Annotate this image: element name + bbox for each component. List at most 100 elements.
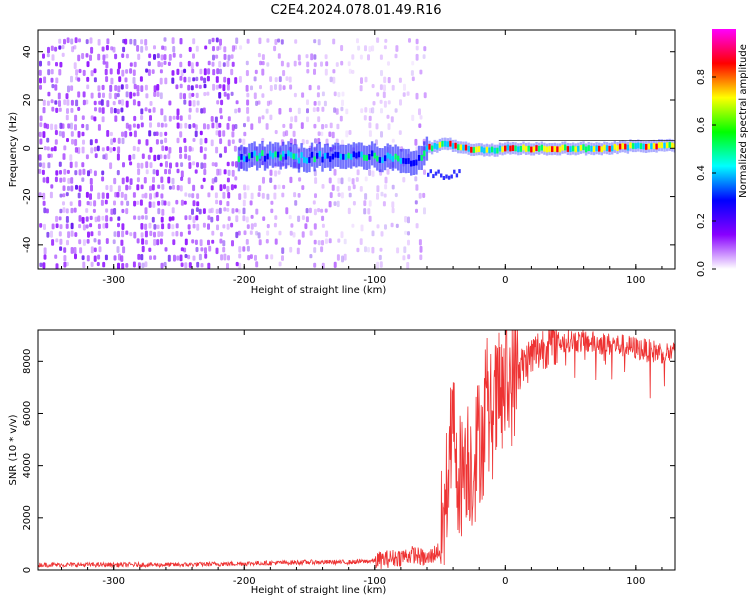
spectrogram-cell — [102, 60, 106, 65]
spectrogram-cell — [313, 39, 317, 44]
spectrogram-cell — [321, 124, 325, 130]
spectrogram-cell — [383, 100, 387, 108]
ridge-core — [417, 155, 421, 161]
spectrogram-cell — [156, 84, 160, 91]
spectrogram-cell — [195, 45, 199, 52]
snr-y-axis-label: SNR (10 * v/v) — [8, 414, 19, 485]
spectrogram-cell — [324, 238, 328, 244]
x-tick-label: 0 — [502, 275, 508, 286]
ridge-core — [626, 144, 630, 151]
spectrogram-cell — [101, 147, 105, 152]
spectrogram-cell — [222, 84, 226, 92]
spectrogram-cell — [114, 192, 118, 198]
spectrogram-cell — [161, 199, 165, 206]
spectrogram-cell — [226, 93, 230, 100]
spectrogram-cell — [298, 61, 302, 66]
spectrogram-cell — [113, 177, 117, 185]
spectrogram-cell — [243, 123, 246, 128]
ridge-core — [663, 142, 666, 149]
spectrogram-cell — [317, 208, 321, 213]
spectrogram-cell — [196, 162, 199, 168]
spectrogram-cell — [270, 254, 274, 260]
spectrogram-cell — [97, 192, 101, 200]
spectrogram-cell — [62, 193, 66, 198]
spectrogram-cell — [194, 239, 198, 245]
ridge-branch — [437, 169, 440, 174]
spectrogram-cell — [128, 154, 132, 161]
spectrogram-cell — [304, 223, 308, 230]
ridge-branch — [445, 174, 448, 179]
spectrogram-cell — [75, 99, 79, 107]
spectrogram-cell — [129, 232, 133, 237]
spectrogram-cell — [114, 53, 118, 60]
spectrogram-cell — [360, 77, 363, 84]
spectrogram-cell — [245, 60, 249, 66]
spectrogram-cell — [129, 91, 133, 99]
spectrogram-cell — [106, 38, 110, 45]
spectrogram-cell — [69, 154, 73, 161]
spectrogram-cell — [176, 108, 180, 116]
spectrogram-cell — [223, 91, 227, 97]
ridge-core — [519, 146, 523, 152]
spectrogram-cell — [211, 230, 215, 236]
spectrogram-cell — [332, 76, 336, 84]
spectrogram-cell — [54, 100, 58, 105]
spectrogram-cell — [206, 91, 210, 96]
spectrogram-cell — [179, 123, 183, 129]
spectrogram-cell — [102, 54, 106, 61]
spectrogram-cell — [379, 84, 383, 91]
ridge-core — [276, 151, 280, 158]
spectrogram-cell — [121, 177, 125, 185]
spectrogram-cell — [97, 53, 101, 61]
y-tick-label: 2000 — [22, 505, 33, 530]
spectrogram-cell — [180, 69, 184, 77]
ridge-core — [624, 143, 627, 150]
spectrogram-cell — [118, 253, 121, 261]
spectrogram-cell — [192, 77, 196, 82]
spectrogram-cell — [215, 146, 219, 154]
spectrogram-cell — [238, 262, 242, 269]
spectrogram-cell — [200, 263, 204, 268]
spectrogram-cell — [167, 201, 171, 207]
spectrogram-cell — [58, 38, 62, 44]
spectrogram-cell — [180, 262, 184, 267]
spectrogram-cell — [65, 114, 69, 121]
spectrogram-cell — [160, 139, 164, 145]
ridge-core — [391, 155, 395, 162]
spectrogram-cell — [59, 177, 63, 183]
spectrogram-cell — [74, 271, 77, 276]
ridge-core — [483, 147, 486, 154]
spectrogram-cell — [156, 91, 160, 97]
spectrogram-cell — [265, 123, 269, 130]
spectrogram-cell — [101, 107, 105, 114]
ridge-core — [496, 147, 499, 154]
spectrogram-cell — [155, 191, 159, 198]
ridge-core — [535, 145, 538, 151]
spectrogram-cell — [301, 231, 305, 238]
ridge-core — [258, 153, 261, 159]
spectrogram-cell — [149, 115, 152, 121]
spectrogram-cell — [203, 92, 207, 97]
spectrogram-cell — [46, 231, 50, 238]
ridge-core — [545, 146, 549, 153]
spectrogram-cell — [415, 38, 419, 45]
ridge-core — [532, 146, 536, 153]
ridge-core — [530, 146, 533, 153]
spectrogram-cell — [347, 185, 351, 191]
spectrogram-cell — [306, 99, 309, 106]
spectrogram-cell — [97, 254, 101, 260]
spectrogram-cell — [159, 77, 163, 85]
spectrogram-cell — [210, 207, 214, 214]
spectrogram-cell — [116, 246, 120, 253]
spectrogram-cell — [65, 261, 69, 267]
spectrogram-cell — [386, 168, 390, 175]
spectrogram-cell — [285, 76, 289, 81]
spectrogram-cell — [195, 247, 199, 253]
spectrogram-cell — [85, 99, 89, 105]
spectrogram-cell — [218, 45, 222, 50]
spectrogram-cell — [151, 184, 155, 191]
spectrogram-cell — [164, 77, 168, 85]
spectrogram-cell — [61, 45, 65, 50]
ridge-core — [652, 143, 656, 149]
spectrogram-cell — [262, 176, 265, 184]
